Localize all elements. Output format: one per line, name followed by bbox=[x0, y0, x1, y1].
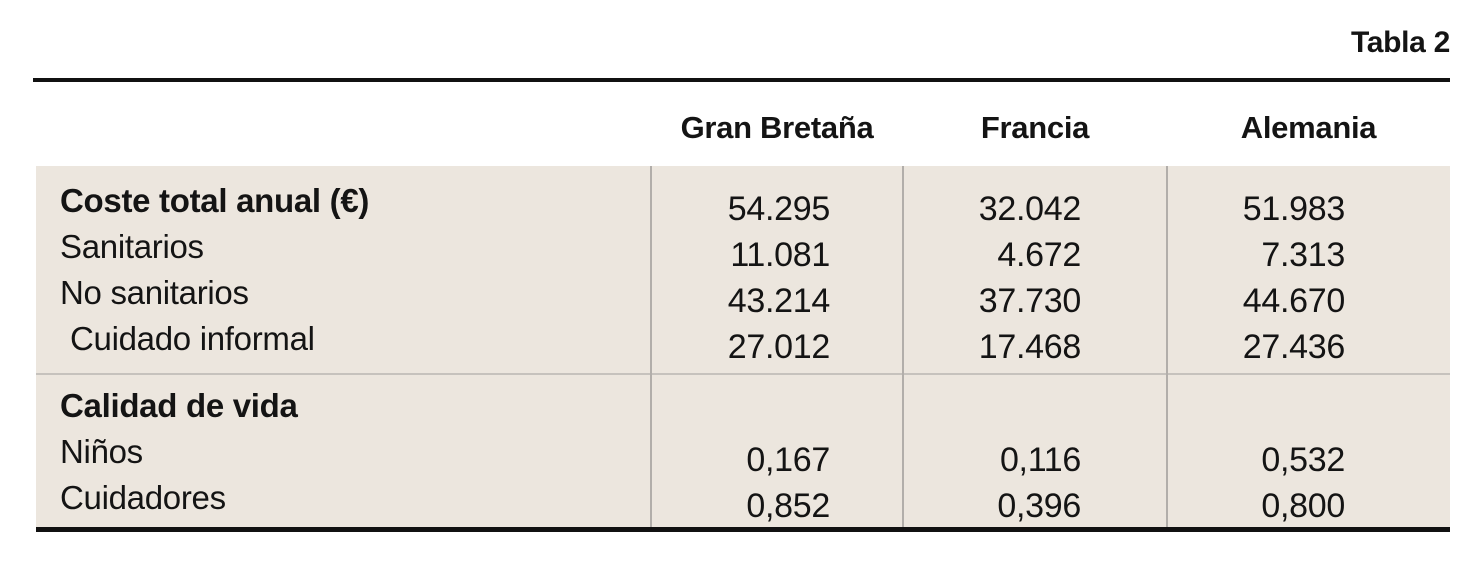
column-divider bbox=[650, 166, 652, 527]
table-section-quality-of-life: Calidad de vida Niños 0,167 0,116 0,532 Cuida… bbox=[36, 375, 1450, 527]
cell-value: 0,167 bbox=[746, 441, 830, 479]
row-label: No sanitarios bbox=[60, 274, 249, 311]
row-label: Calidad de vida bbox=[60, 387, 298, 424]
table-body: Coste total anual (€) 54.295 32.042 51.983 S… bbox=[36, 166, 1450, 527]
table-row: Niños 0,167 0,116 0,532 bbox=[36, 429, 1450, 479]
table-row: Cuidado informal 27.012 17.468 27.436 bbox=[36, 316, 1450, 366]
table-caption: Tabla 2 bbox=[1350, 26, 1450, 59]
cell-value: 27.436 bbox=[1242, 328, 1346, 366]
cell-value bbox=[1167, 391, 1450, 437]
cell-value: 51.983 bbox=[1242, 190, 1346, 228]
table-row: Cuidadores 0,852 0,396 0,800 bbox=[36, 475, 1450, 525]
cell-value: 0,852 bbox=[746, 487, 830, 525]
table-row: Calidad de vida bbox=[36, 383, 1450, 429]
cell-value: 17.468 bbox=[978, 328, 1082, 366]
row-label-column-spacer bbox=[36, 108, 651, 148]
column-divider bbox=[902, 166, 904, 527]
column-header-francia: Francia bbox=[980, 110, 1090, 145]
cell-value: 54.295 bbox=[727, 190, 831, 228]
section-divider bbox=[36, 373, 1450, 375]
table-section-costs: Coste total anual (€) 54.295 32.042 51.983 S… bbox=[36, 166, 1450, 373]
row-label: Coste total anual (€) bbox=[60, 182, 370, 219]
row-label: Cuidadores bbox=[60, 479, 226, 516]
table-row: No sanitarios 43.214 37.730 44.670 bbox=[36, 270, 1450, 320]
table-row: Coste total anual (€) 54.295 32.042 51.983 bbox=[36, 178, 1450, 228]
cell-value: 0,116 bbox=[999, 441, 1081, 479]
column-divider bbox=[1166, 166, 1168, 527]
column-header-alemania: Alemania bbox=[1240, 110, 1377, 145]
cell-value: 32.042 bbox=[978, 190, 1082, 228]
bottom-rule bbox=[36, 527, 1450, 532]
column-headers: Gran Bretaña Francia Alemania bbox=[36, 108, 1450, 148]
cell-value bbox=[903, 391, 1167, 437]
row-label: Niños bbox=[60, 433, 143, 470]
cell-value bbox=[651, 391, 903, 437]
table-row: Sanitarios 11.081 4.672 7.313 bbox=[36, 224, 1450, 274]
cell-value: 0,396 bbox=[997, 487, 1081, 525]
cell-value: 0,800 bbox=[1261, 487, 1345, 525]
top-rule bbox=[33, 78, 1450, 82]
cell-value: 11.081 bbox=[730, 236, 830, 274]
row-label: Sanitarios bbox=[60, 228, 204, 265]
cell-value: 27.012 bbox=[727, 328, 831, 366]
cell-value: 43.214 bbox=[727, 282, 831, 320]
row-label: Cuidado informal bbox=[70, 320, 315, 357]
cell-value: 37.730 bbox=[978, 282, 1082, 320]
cell-value: 7.313 bbox=[1261, 236, 1345, 274]
cell-value: 4.672 bbox=[997, 236, 1081, 274]
cell-value: 0,532 bbox=[1261, 441, 1345, 479]
column-header-gran-bretana: Gran Bretaña bbox=[680, 110, 874, 145]
cell-value: 44.670 bbox=[1242, 282, 1346, 320]
